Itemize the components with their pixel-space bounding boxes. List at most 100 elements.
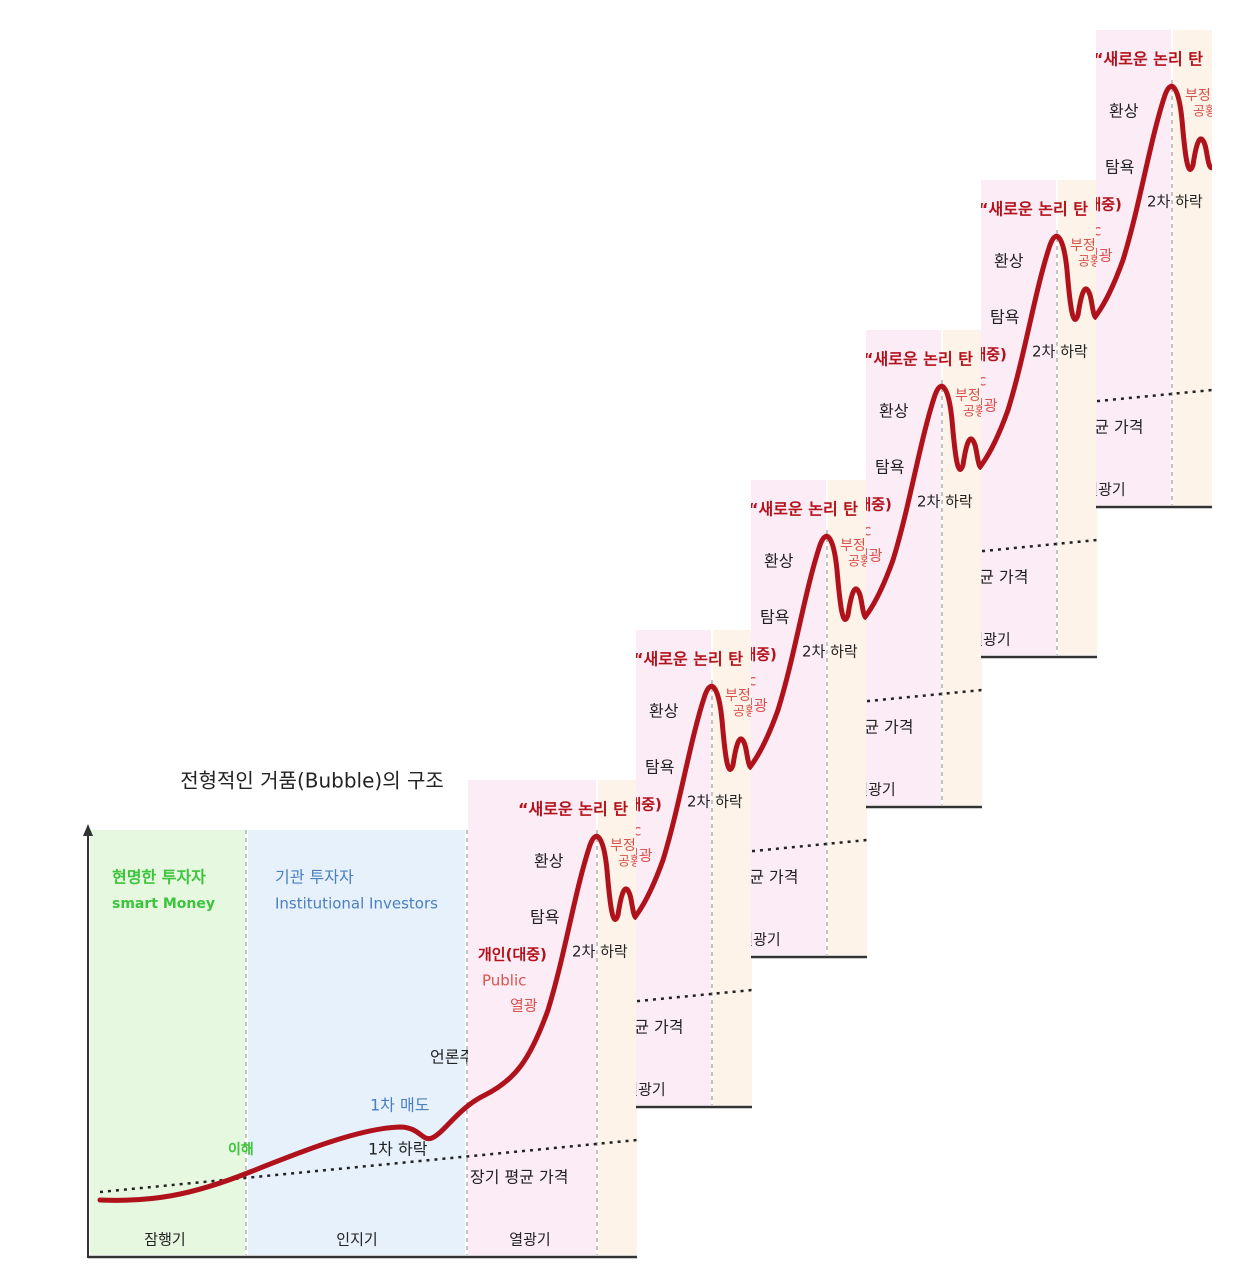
annotation: 1차 하락 <box>368 1140 428 1159</box>
repeated-tile: “새로운 논리 탄 환상 탐욕 개인(대중) Public 열광 2차 하락 부… <box>1045 30 1217 509</box>
annotation: 이해 <box>228 1141 254 1158</box>
annotation: 환상 <box>534 852 564 871</box>
annotation: 1차 매도 <box>370 1096 429 1115</box>
zone-sublabel: Public <box>597 822 641 840</box>
zone-label: 개인(대중) <box>478 946 547 964</box>
annotation: 장기 평균 가격 <box>470 1168 569 1187</box>
phase-label: 잠행기 <box>144 1231 185 1249</box>
annotation: “새로운 논리 탄 <box>633 650 743 669</box>
zone-note: 열광 <box>855 547 883 565</box>
repeated-tile: “새로운 논리 탄 환상 탐욕 개인(대중) Public 열광 2차 하락 부… <box>700 480 872 959</box>
zone-sublabel: Public <box>712 672 756 690</box>
annotation: 환상 <box>879 402 909 421</box>
axis-arrow <box>83 824 93 836</box>
bubble-tail: “새로운 논리 탄 환상 탐욕 개인(대중) Public 열광 2차 하락 부… <box>88 780 683 1259</box>
price-curve <box>97 833 683 1203</box>
zone-note: 열광 <box>1085 247 1113 265</box>
annotation: 2차 하락 <box>802 643 858 661</box>
annotation: 탐욕 <box>645 758 674 777</box>
annotation: 탐욕 <box>530 908 559 927</box>
zone-label: 개인(대중) <box>708 646 777 664</box>
zone-label: 기관 투자자 <box>275 868 354 887</box>
bubble-tail: “새로운 논리 탄 환상 탐욕 개인(대중) Public 열광 2차 하락 부… <box>585 630 757 1109</box>
annotation: 환상 <box>764 552 794 571</box>
phase-label: 열광기 <box>1084 481 1125 499</box>
zone-note: 열광 <box>625 847 653 865</box>
zone-note: 열광 <box>740 697 768 715</box>
zone-label: 개인(대중) <box>938 346 1007 364</box>
annotation: 공황 <box>618 855 642 870</box>
annotation: 공황 <box>1078 255 1102 270</box>
price-curve <box>751 533 867 770</box>
price-curve <box>636 683 752 920</box>
zone-sublabel: Public <box>482 972 526 990</box>
zone-public <box>468 780 596 1255</box>
annotation: 2차 하락 <box>572 943 628 961</box>
annotation: 장기 평균 가격 <box>585 1018 684 1037</box>
price-curve <box>981 233 1097 470</box>
long-term-average-line <box>99 1138 638 1194</box>
base-chart: 전형적인 거품(Bubble)의 구조 현명한 투자자 smart Money … <box>83 769 489 1258</box>
phase-label: 열광기 <box>624 1081 665 1099</box>
phase-label: 열광기 <box>509 1231 550 1249</box>
zone-sublabel: Public <box>1057 222 1101 240</box>
repeated-tile: “새로운 논리 탄 환상 탐욕 개인(대중) Public 열광 2차 하락 부… <box>938 180 1102 659</box>
repeated-tile: “새로운 논리 탄 환상 탐욕 개인(대중) Public 열광 2차 하락 부… <box>585 630 757 1109</box>
annotation: 공황 <box>848 555 872 570</box>
annotation: “새로운 논리 탄 <box>518 800 628 819</box>
zone-sublabel: Institutional Investors <box>275 895 438 913</box>
zone-sublabel: Public <box>942 372 986 390</box>
annotation: 부정 <box>955 388 981 404</box>
annotation: 탐욕 <box>990 308 1019 327</box>
title: 전형적인 거품(Bubble)의 구조 <box>180 769 444 793</box>
annotation: “새로운 논리 탄 <box>1093 50 1203 69</box>
zone-smart <box>90 830 245 1255</box>
annotation: 부정 <box>1070 238 1096 254</box>
long-term-average-line <box>636 988 752 1003</box>
annotation: 부정 <box>1185 88 1211 104</box>
zone-institutional <box>248 830 465 1255</box>
zone-sublabel: smart Money <box>112 896 215 912</box>
long-term-average-line <box>751 838 867 853</box>
annotation: 장기 평균 가격 <box>700 868 799 887</box>
annotation: 부정 <box>610 838 636 854</box>
annotation: “새로운 논리 탄 <box>978 200 1088 219</box>
bubble-tail: “새로운 논리 탄 환상 탐욕 개인(대중) Public 열광 2차 하락 부… <box>938 180 1102 659</box>
annotation: 2차 하락 <box>917 493 973 511</box>
long-term-average-line <box>866 688 982 703</box>
zone-note: 열광 <box>510 997 538 1015</box>
annotation: 공황 <box>1193 105 1217 120</box>
annotation: 공황 <box>733 705 757 720</box>
annotation: 장기 평균 가격 <box>1045 418 1144 437</box>
annotation: 환상 <box>1109 102 1139 121</box>
bubble-tail: “새로운 논리 탄 환상 탐욕 개인(대중) Public 열광 2차 하락 부… <box>815 330 987 809</box>
annotation: 탐욕 <box>1105 158 1134 177</box>
annotation: 2차 하락 <box>687 793 743 811</box>
zone-sublabel: Public <box>827 522 871 540</box>
repeated-tile: “새로운 논리 탄 환상 탐욕 개인(대중) Public 열광 2차 하락 부… <box>815 330 987 809</box>
annotation: 2차 하락 <box>1032 343 1088 361</box>
annotation: 탐욕 <box>875 458 904 477</box>
annotation: 탐욕 <box>760 608 789 627</box>
price-curve <box>866 383 982 620</box>
annotation: 부정 <box>725 688 751 704</box>
annotation: 2차 하락 <box>1147 193 1203 211</box>
phase-label: 인지기 <box>336 1231 377 1249</box>
price-curve <box>1096 83 1212 320</box>
phase-label: 열광기 <box>854 781 895 799</box>
zone-label: 개인(대중) <box>1053 196 1122 214</box>
annotation: 공황 <box>963 405 987 420</box>
bubble-tail: “새로운 논리 탄 환상 탐욕 개인(대중) Public 열광 2차 하락 부… <box>700 480 872 959</box>
phase-label: 열광기 <box>739 931 780 949</box>
annotation: 환상 <box>994 252 1024 271</box>
bubble-tail: “새로운 논리 탄 환상 탐욕 개인(대중) Public 열광 2차 하락 부… <box>1045 30 1217 509</box>
annotation: “새로운 논리 탄 <box>748 500 858 519</box>
zone-label: 개인(대중) <box>823 496 892 514</box>
phase-label: 열광기 <box>969 631 1010 649</box>
zone-label: 개인(대중) <box>593 796 662 814</box>
zone-note: 열광 <box>970 397 998 415</box>
annotation: 부정 <box>840 538 866 554</box>
annotation: 장기 평균 가격 <box>815 718 914 737</box>
long-term-average-line <box>1096 388 1212 403</box>
